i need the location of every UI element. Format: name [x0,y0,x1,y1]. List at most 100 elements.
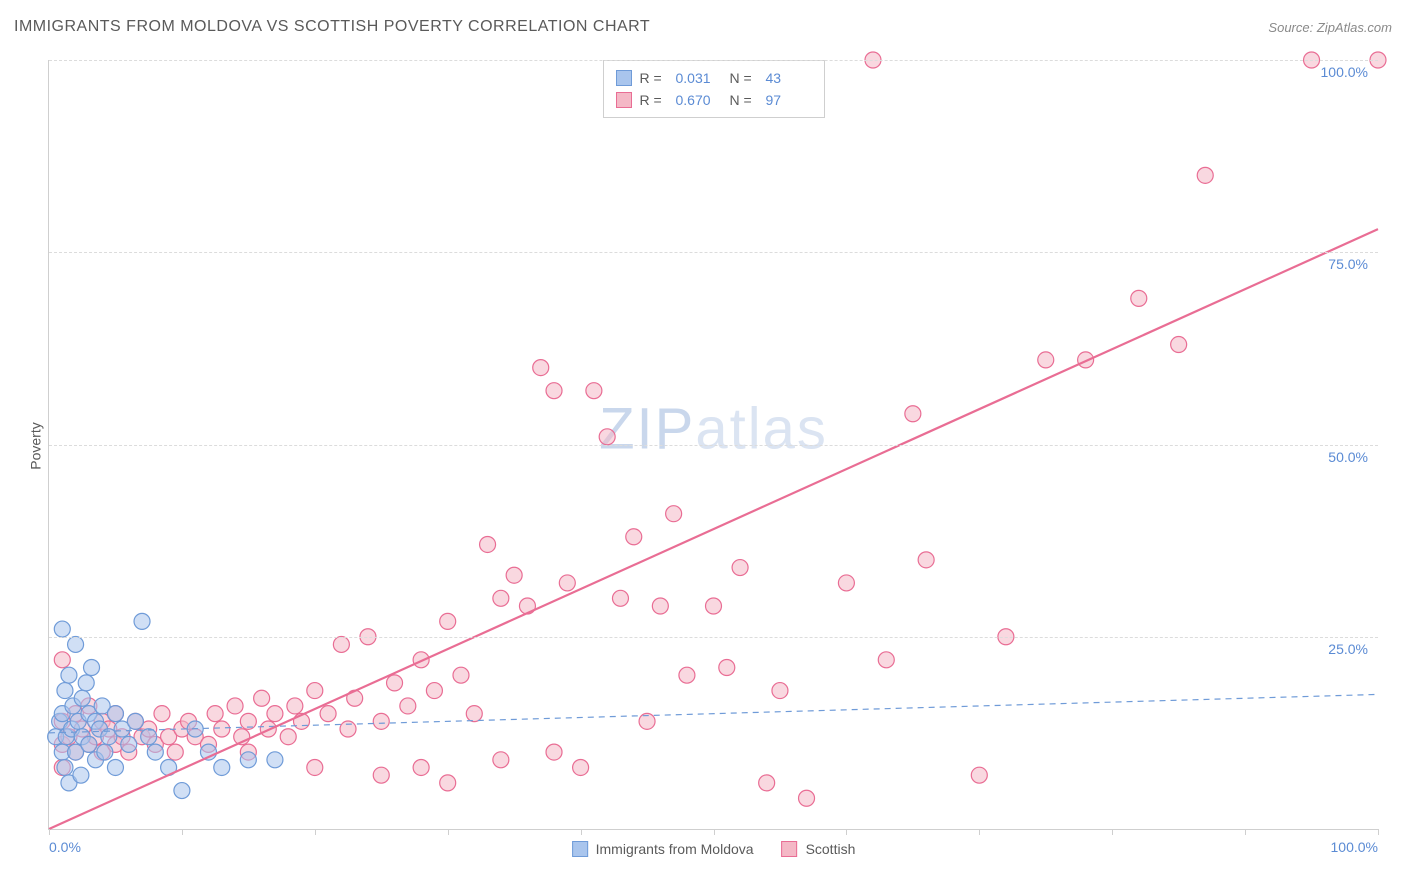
data-point [57,683,73,699]
x-tick [49,829,50,835]
x-tick-label: 100.0% [1331,839,1378,855]
data-point [61,667,77,683]
data-point [81,736,97,752]
data-point [97,744,113,760]
data-point [1171,337,1187,353]
data-point [141,729,157,745]
data-point [73,767,89,783]
x-tick [1245,829,1246,835]
data-point [84,660,100,676]
data-point [533,360,549,376]
y-tick-label: 100.0% [1321,64,1368,80]
data-point [878,652,894,668]
data-point [400,698,416,714]
data-point [107,759,123,775]
data-point [440,613,456,629]
x-tick [448,829,449,835]
data-point [493,752,509,768]
data-point [1038,352,1054,368]
data-point [320,706,336,722]
y-axis-label: Poverty [28,422,44,469]
y-tick-label: 50.0% [1328,449,1368,465]
r-label: R = [640,67,668,89]
x-tick [581,829,582,835]
data-point [838,575,854,591]
x-tick [714,829,715,835]
data-point [559,575,575,591]
source-attribution: Source: ZipAtlas.com [1268,20,1392,35]
data-point [214,721,230,737]
data-point [626,529,642,545]
data-point [267,706,283,722]
source-name: ZipAtlas.com [1317,20,1392,35]
data-point [121,736,137,752]
data-point [652,598,668,614]
data-point [167,744,183,760]
data-point [546,383,562,399]
x-tick [846,829,847,835]
swatch-moldova [572,841,588,857]
stats-legend: R = 0.031 N = 43 R = 0.670 N = 97 [603,60,825,118]
data-point [54,621,70,637]
data-point [413,652,429,668]
data-point [78,675,94,691]
gridline [49,252,1378,253]
data-point [287,698,303,714]
n-value-moldova: 43 [766,67,812,89]
legend-label-moldova: Immigrants from Moldova [596,841,754,857]
data-point [134,613,150,629]
n-label: N = [730,89,758,111]
data-point [546,744,562,760]
legend-item-moldova: Immigrants from Moldova [572,841,754,857]
n-value-scottish: 97 [766,89,812,111]
gridline [49,60,1378,61]
r-label: R = [640,89,668,111]
data-point [54,652,70,668]
x-tick [182,829,183,835]
data-point [207,706,223,722]
gridline [49,637,1378,638]
data-point [280,729,296,745]
data-point [506,567,522,583]
data-point [1197,167,1213,183]
swatch-scottish [782,841,798,857]
x-tick-label: 0.0% [49,839,81,855]
x-tick [979,829,980,835]
data-point [307,683,323,699]
stats-row-scottish: R = 0.670 N = 97 [616,89,812,111]
x-tick [1112,829,1113,835]
data-point [971,767,987,783]
data-point [466,706,482,722]
data-point [340,721,356,737]
data-point [493,590,509,606]
data-point [68,636,84,652]
data-point [240,752,256,768]
data-point [732,560,748,576]
trend-line [49,229,1378,829]
title-bar: IMMIGRANTS FROM MOLDOVA VS SCOTTISH POVE… [14,18,1392,36]
swatch-moldova [616,70,632,86]
data-point [440,775,456,791]
data-point [772,683,788,699]
data-point [599,429,615,445]
data-point [254,690,270,706]
data-point [267,752,283,768]
r-value-scottish: 0.670 [676,89,722,111]
legend-label-scottish: Scottish [806,841,856,857]
data-point [154,706,170,722]
data-point [1078,352,1094,368]
n-label: N = [730,67,758,89]
data-point [214,759,230,775]
data-point [174,783,190,799]
data-point [1131,290,1147,306]
data-point [759,775,775,791]
chart-container: IMMIGRANTS FROM MOLDOVA VS SCOTTISH POVE… [0,0,1406,892]
data-point [227,698,243,714]
data-point [612,590,628,606]
data-point [719,660,735,676]
data-point [107,706,123,722]
data-point [333,636,349,652]
data-point [373,767,389,783]
data-point [57,759,73,775]
chart-title: IMMIGRANTS FROM MOLDOVA VS SCOTTISH POVE… [14,18,650,36]
